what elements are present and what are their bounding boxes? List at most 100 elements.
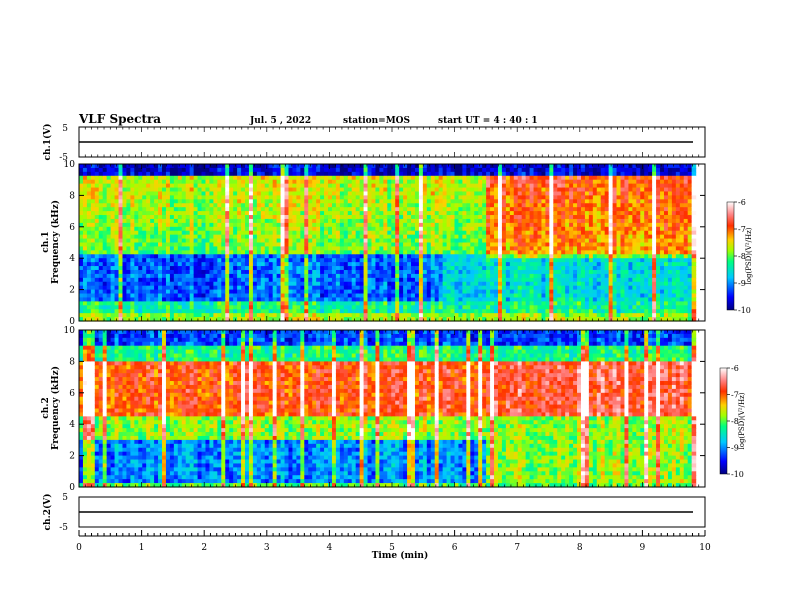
spectrogram-cell — [94, 226, 100, 232]
spectrogram-cell — [324, 277, 329, 283]
spectrogram-cell — [422, 266, 428, 271]
spectrogram-cell — [114, 297, 120, 302]
spectrogram-cell — [189, 273, 195, 279]
spectrogram-cell — [86, 175, 92, 181]
spectrogram-cell — [482, 234, 487, 240]
spectrogram-cell — [324, 238, 329, 244]
spectrogram-cell — [426, 293, 432, 299]
spectrogram-cell — [256, 317, 262, 322]
spectrogram-cell — [110, 285, 116, 291]
spectrogram-cell — [339, 218, 345, 224]
spectrogram-cell — [201, 266, 207, 271]
spectrogram-cell — [185, 250, 191, 255]
spectrogram-cell — [276, 218, 282, 224]
spectrogram-cell — [292, 289, 297, 295]
spectrogram-cell — [383, 246, 388, 251]
spectrogram-cell — [237, 273, 242, 279]
spectrogram-cell — [407, 234, 412, 240]
spectrogram-cell — [418, 187, 424, 193]
spectrogram-cell — [118, 254, 124, 259]
spectrogram-cell — [237, 317, 242, 322]
spectrogram-cell — [189, 195, 195, 200]
spectrogram-cell — [126, 238, 131, 244]
spectrogram-cell — [102, 215, 108, 220]
spectrogram-cell — [276, 277, 282, 283]
spectrogram-cell — [454, 230, 460, 236]
spectrogram-cell — [422, 317, 428, 322]
spectrogram-cell — [225, 211, 230, 216]
spectrogram-cell — [470, 167, 475, 173]
spectrogram-cell — [292, 171, 297, 177]
spectrogram-cell — [126, 179, 131, 185]
spectrogram-cell — [434, 183, 440, 189]
spectrogram-cell — [328, 171, 333, 177]
spectrogram-cell — [241, 262, 246, 267]
spectrogram-cell — [304, 309, 309, 314]
spectrogram-cell — [146, 273, 151, 279]
spectrogram-cell — [118, 242, 124, 248]
spectrogram-cell — [450, 309, 456, 314]
spectrogram-cell — [312, 215, 317, 220]
spectrogram-cell — [387, 277, 392, 283]
spectrogram-cell — [114, 195, 120, 200]
spectrogram-cell — [248, 289, 254, 295]
spectrogram-cell — [525, 281, 531, 287]
spectrogram-cell — [347, 258, 353, 263]
spectrogram-cell — [142, 277, 147, 283]
spectrogram-cell — [494, 258, 499, 263]
spectrogram-cell — [181, 199, 187, 204]
spectrogram-cell — [209, 183, 214, 189]
spectrogram-cell — [292, 175, 297, 181]
spectrogram-cell — [221, 218, 226, 224]
spectrogram-cell — [106, 246, 112, 251]
spectrogram-cell — [280, 211, 286, 216]
spectrogram-cell — [126, 285, 131, 291]
spectrogram-cell — [320, 238, 325, 244]
spectrogram-cell — [407, 175, 412, 181]
spectrogram-cell — [426, 171, 432, 177]
spectrogram-cell — [458, 273, 463, 279]
spectrogram-cell — [252, 297, 258, 302]
spectrogram-cell — [106, 218, 112, 224]
spectrogram-cell — [351, 309, 357, 314]
spectrogram-cell — [181, 254, 187, 259]
spectrogram-cell — [241, 309, 246, 314]
spectrogram-cell — [371, 175, 377, 181]
spectrogram-cell — [241, 175, 246, 181]
spectrogram-cell — [308, 277, 313, 283]
spectrogram-cell — [205, 301, 211, 306]
spectrogram-cell — [102, 266, 108, 271]
spectrogram-cell — [82, 234, 88, 240]
spectrogram-cell — [110, 317, 116, 322]
spectrogram-cell — [245, 164, 250, 169]
spectrogram-cell — [541, 289, 547, 295]
spectrogram-cell — [324, 309, 329, 314]
spectrogram-cell — [209, 309, 214, 314]
spectrogram-cell — [241, 277, 246, 283]
spectrogram-cell — [268, 164, 274, 169]
spectrogram-cell — [517, 164, 523, 169]
spectrogram-cell — [154, 171, 159, 177]
spectrogram-cell — [450, 211, 456, 216]
spectrogram-cell — [494, 293, 499, 299]
spectrogram-cell — [268, 293, 274, 299]
spectrogram-cell — [497, 171, 503, 177]
spectrogram-cell — [331, 218, 337, 224]
spectrogram-cell — [94, 250, 100, 255]
spectrogram-cell — [454, 250, 460, 255]
spectrogram-cell — [497, 203, 503, 208]
spectrogram-cell — [316, 230, 321, 236]
spectrogram-cell — [106, 222, 112, 228]
spectrogram-cell — [284, 301, 290, 306]
spectrogram-cell — [189, 246, 195, 251]
spectrogram-cell — [118, 191, 124, 196]
spectrogram-cell — [162, 234, 167, 240]
spectrogram-cell — [434, 203, 440, 208]
spectrogram-cell — [256, 246, 262, 251]
spectrogram-cell — [245, 234, 250, 240]
spectrogram-cell — [169, 167, 175, 173]
spectrogram-cell — [355, 266, 361, 271]
spectrogram-cell — [177, 199, 183, 204]
spectrogram-cell — [276, 234, 282, 240]
spectrogram-cell — [450, 317, 456, 322]
